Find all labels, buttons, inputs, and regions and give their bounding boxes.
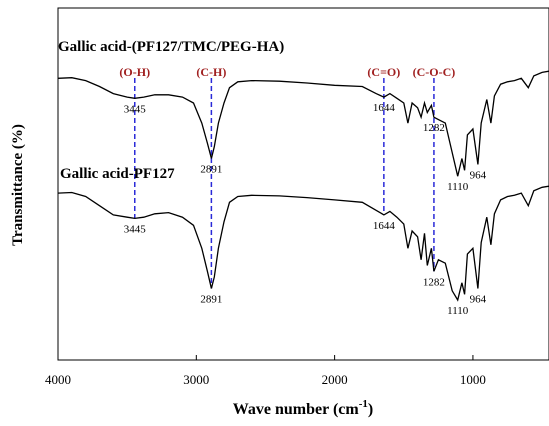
x-axis-label-sup: -1 — [359, 398, 368, 410]
x-tick-label: 3000 — [183, 372, 209, 387]
peak-label: 964 — [470, 169, 487, 181]
annotation-labels: (O-H) (C-H) (C=O) (C-O-C) 3445 2891 1644 1282 11… — [119, 65, 486, 317]
series-line-1 — [57, 70, 549, 177]
peak-label: 1644 — [373, 220, 396, 232]
peak-label: 1282 — [423, 122, 445, 134]
series-line-2 — [57, 185, 549, 302]
peak-label: 1110 — [447, 181, 469, 193]
group-annotation: (C=O) — [367, 65, 400, 79]
y-axis-label: Transmittance (%) — [10, 124, 26, 246]
x-tick-label: 1000 — [460, 372, 486, 387]
peak-label: 2891 — [200, 294, 222, 306]
series-label-1: Gallic acid-(PF127/TMC/PEG-HA) — [58, 39, 284, 55]
peak-label: 3445 — [124, 103, 147, 115]
peak-label: 1282 — [423, 276, 445, 288]
series-label-2: Gallic acid-PF127 — [60, 166, 175, 182]
peak-label: 2891 — [200, 164, 222, 176]
x-tick-label: 4000 — [45, 372, 71, 387]
x-axis-label-close: ) — [368, 401, 373, 418]
peak-marker-lines — [134, 78, 435, 289]
group-annotation: (O-H) — [119, 65, 150, 79]
x-axis-ticks: 4000 3000 2000 1000 — [45, 355, 486, 387]
plot-frame — [57, 7, 549, 361]
x-axis-label: Wave number (cm-1) — [233, 398, 373, 418]
x-tick-label: 2000 — [322, 372, 348, 387]
peak-label: 1110 — [447, 305, 469, 317]
group-annotation: (C-O-C) — [413, 65, 456, 79]
spectra-lines — [57, 70, 549, 302]
peak-label: 964 — [470, 294, 487, 306]
peak-label: 3445 — [124, 223, 147, 235]
peak-label: 1644 — [373, 102, 396, 114]
x-axis-label-main: Wave number (cm — [233, 401, 360, 418]
group-annotation: (C-H) — [196, 65, 226, 79]
